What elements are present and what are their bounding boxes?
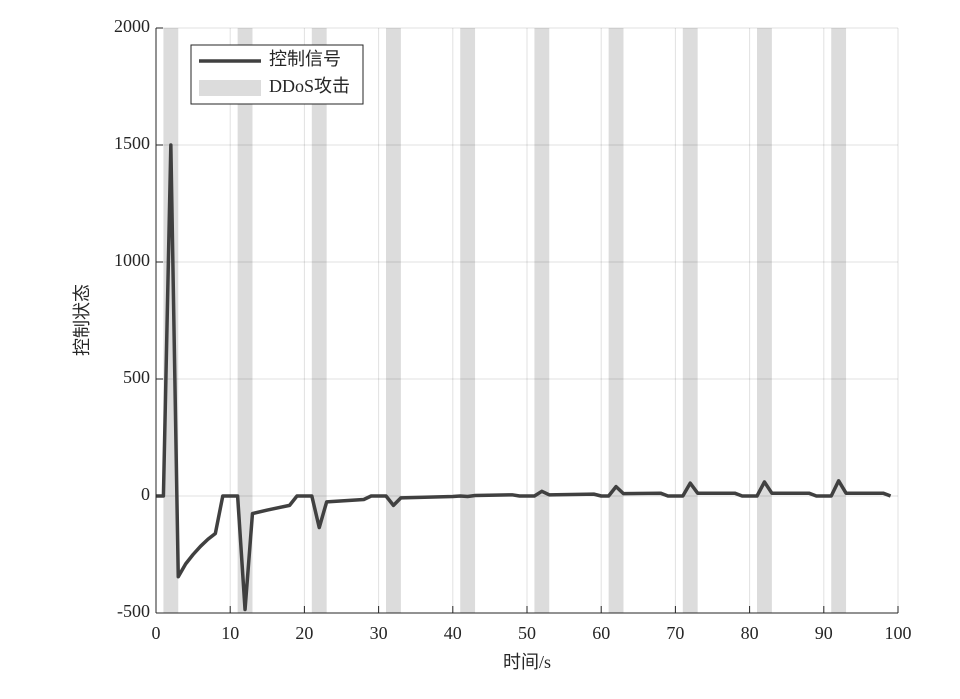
y-tick-label: -500: [117, 601, 150, 621]
x-axis-label: 时间/s: [503, 652, 551, 672]
attack-band: [163, 28, 179, 613]
x-tick-label: 60: [592, 623, 610, 643]
x-tick-label: 30: [370, 623, 388, 643]
attack-band: [757, 28, 772, 613]
y-tick-label: 1500: [114, 133, 150, 153]
legend-swatch: [199, 80, 261, 96]
x-tick-label: 10: [221, 623, 239, 643]
x-tick-label: 50: [518, 623, 536, 643]
attack-band: [534, 28, 550, 613]
x-tick-label: 70: [666, 623, 684, 643]
y-axis-label: 控制状态: [72, 284, 92, 356]
line-series: [156, 143, 892, 612]
legend-label: DDoS攻击: [269, 76, 350, 96]
attack-band: [311, 28, 327, 613]
legend-label: 控制信号: [269, 49, 341, 69]
attack-band: [386, 28, 401, 613]
attack-band: [682, 28, 698, 613]
x-tick-label: 80: [741, 623, 759, 643]
x-tick-label: 20: [295, 623, 313, 643]
x-tick-label: 90: [815, 623, 833, 643]
x-tick-label: 100: [885, 623, 912, 643]
attack-band: [237, 28, 253, 613]
y-tick-label: 2000: [114, 16, 150, 36]
x-tick-label: 40: [444, 623, 462, 643]
y-tick-label: 1000: [114, 250, 150, 270]
x-tick-label: 0: [152, 623, 161, 643]
y-tick-label: 0: [141, 484, 150, 504]
attack-band: [608, 28, 624, 613]
y-tick-label: 500: [123, 367, 150, 387]
plot-area: [156, 28, 898, 613]
attack-band: [831, 28, 847, 613]
attack-band: [460, 28, 476, 613]
